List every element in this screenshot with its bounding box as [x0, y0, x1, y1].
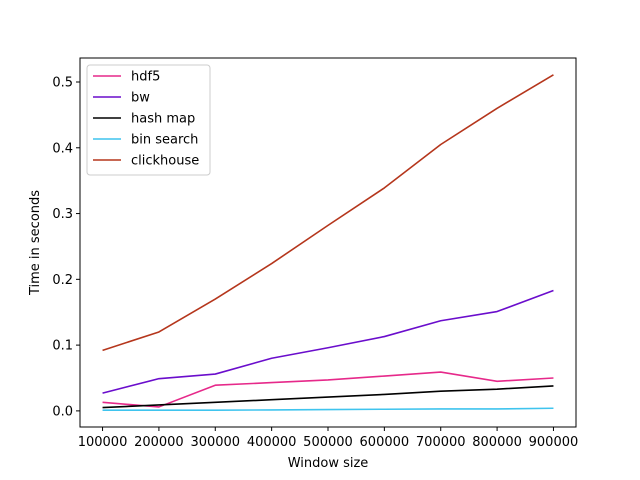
- series-line-bin-search: [102, 407, 554, 412]
- y-tick-label: 0.3: [52, 207, 73, 222]
- legend-label-clickhouse: clickhouse: [131, 154, 199, 169]
- x-tick-label: 100000: [78, 435, 128, 450]
- y-axis: 0.0 0.1 0.2 0.3 0.4 0.5: [52, 76, 80, 419]
- x-tick-label: 500000: [303, 435, 353, 450]
- legend-label-bw: bw: [131, 91, 150, 106]
- x-tick-label: 700000: [416, 435, 466, 450]
- series-line-bw: [102, 289, 554, 394]
- series-line-hdf5: [102, 371, 554, 408]
- series-line-hash-map: [102, 385, 554, 409]
- legend-label-bin-search: bin search: [131, 133, 198, 148]
- y-tick-label: 0.4: [52, 141, 73, 156]
- series-layer: [102, 74, 554, 412]
- x-tick-label: 900000: [529, 435, 579, 450]
- y-tick-label: 0.5: [52, 76, 73, 91]
- x-tick-label: 400000: [247, 435, 297, 450]
- x-tick-label: 600000: [360, 435, 410, 450]
- x-tick-label: 200000: [134, 435, 184, 450]
- legend: hdf5 bw hash map bin search clickhouse: [86, 64, 211, 176]
- legend-label-hdf5: hdf5: [131, 70, 160, 85]
- legend-box: [86, 64, 211, 176]
- y-tick-label: 0.1: [52, 339, 73, 354]
- y-axis-label: Time in seconds: [28, 190, 43, 296]
- y-tick-label: 0.2: [52, 273, 73, 288]
- y-tick-label: 0.0: [52, 404, 73, 419]
- x-axis-label: Window size: [288, 456, 369, 471]
- x-axis: 100000 200000 300000 400000 500000 600000 7000…: [78, 427, 579, 450]
- x-tick-label: 800000: [472, 435, 522, 450]
- legend-label-hash-map: hash map: [131, 112, 195, 127]
- x-tick-label: 300000: [190, 435, 240, 450]
- series-line-clickhouse: [102, 74, 554, 352]
